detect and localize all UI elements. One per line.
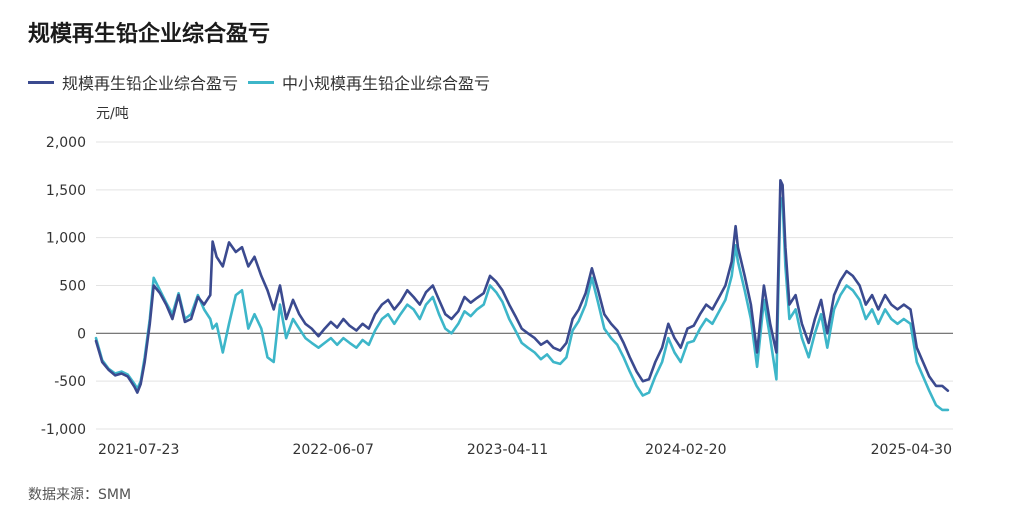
legend-item-series2[interactable]: 中小规模再生铅企业综合盈亏 (248, 70, 490, 94)
gridlines (96, 141, 953, 430)
legend-item-series1[interactable]: 规模再生铅企业综合盈亏 (28, 70, 238, 94)
chart-title: 规模再生铅企业综合盈亏 (28, 22, 271, 47)
data-source: 数据来源：SMM (28, 487, 132, 503)
legend: 规模再生铅企业综合盈亏 中小规模再生铅企业综合盈亏 (28, 70, 500, 94)
x-tick-label: 2021-07-23 (98, 442, 179, 458)
legend-swatch-series2 (248, 80, 275, 84)
y-tick-label: 1,000 (46, 231, 86, 247)
y-tick-label: 2,000 (46, 135, 86, 151)
y-tick-label: 500 (59, 279, 86, 295)
x-axis-ticks: 2021-07-23 2022-06-07 2023-04-11 2024-02-20… (98, 442, 952, 458)
x-tick-label: 2022-06-07 (292, 442, 373, 458)
y-tick-label: -500 (54, 374, 86, 390)
series-line-large-enterprise (94, 179, 950, 394)
y-tick-label: -1,000 (41, 422, 86, 438)
series-line-small-medium-enterprise (94, 196, 950, 412)
y-axis-ticks: 2,000 1,500 1,000 500 0 -500 -1,000 (41, 135, 86, 438)
y-axis-unit: 元/吨 (96, 106, 129, 122)
x-tick-label: 2023-04-11 (467, 442, 548, 458)
legend-label-series1: 规模再生铅企业综合盈亏 (62, 74, 239, 93)
legend-swatch-series1 (28, 80, 54, 84)
x-tick-label: 2024-02-20 (645, 442, 726, 458)
y-tick-label: 0 (77, 326, 86, 342)
legend-label-series2: 中小规模再生铅企业综合盈亏 (282, 74, 491, 93)
series-lines (94, 179, 950, 412)
x-tick-label: 2025-04-30 (871, 442, 952, 458)
y-tick-label: 1,500 (46, 183, 86, 199)
